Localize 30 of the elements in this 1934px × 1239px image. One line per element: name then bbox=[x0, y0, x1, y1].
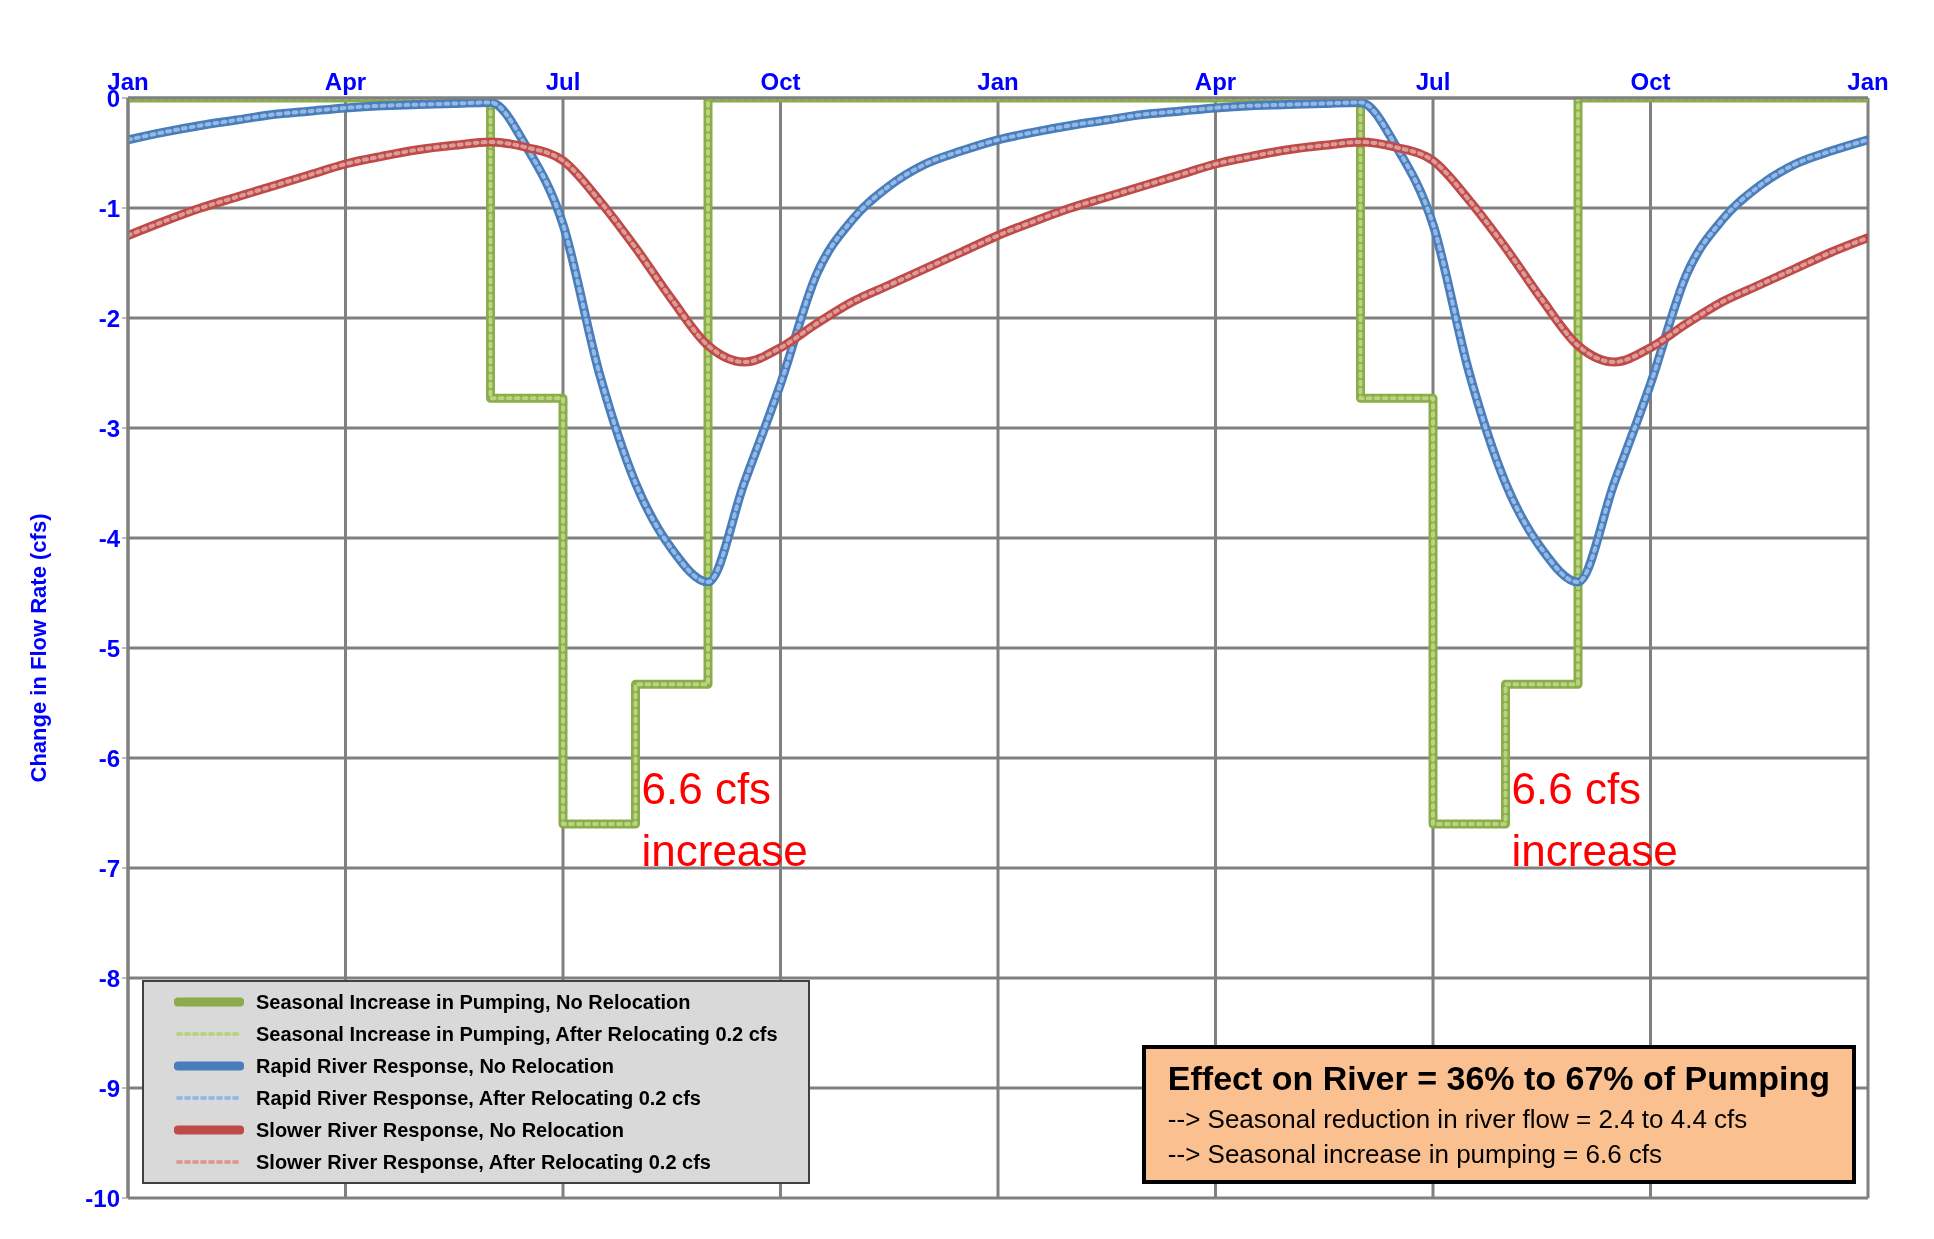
y-tick-label: -10 bbox=[85, 1184, 120, 1212]
x-tick-label: Jan bbox=[1847, 68, 1889, 95]
legend-label: Seasonal Increase in Pumping, No Relocation bbox=[256, 990, 691, 1014]
y-tick-label: -4 bbox=[98, 524, 121, 552]
legend-label: Slower River Response, After Relocating 0.2 cfs bbox=[256, 1150, 711, 1174]
annotation: Effect on River = 36% to 67% of Pumping bbox=[1167, 1059, 1830, 1098]
annotation: 6.6 cfs increase bbox=[641, 764, 808, 875]
y-tick-label: -9 bbox=[98, 1074, 120, 1102]
y-tick-label: -6 bbox=[98, 744, 120, 772]
y-tick-label: -1 bbox=[98, 194, 120, 222]
x-tick-label: Apr bbox=[1194, 68, 1237, 95]
legend-label: Slower River Response, No Relocation bbox=[256, 1118, 624, 1142]
y-axis-title: Change in Flow Rate (cfs) bbox=[25, 513, 51, 783]
y-tick-label: -5 bbox=[98, 634, 120, 662]
legend-label: Rapid River Response, After Relocating 0.2 cfs bbox=[256, 1086, 701, 1110]
x-tick-label: Jan bbox=[977, 68, 1019, 95]
y-tick-label: -3 bbox=[98, 414, 120, 442]
x-tick-label: Jul bbox=[545, 68, 581, 95]
legend-label: Seasonal Increase in Pumping, After Relocating 0.2 cfs bbox=[256, 1022, 778, 1046]
annotation: 6.6 cfs increase bbox=[1511, 764, 1678, 875]
y-tick-label: -8 bbox=[98, 964, 120, 992]
x-tick-label: Oct bbox=[1630, 68, 1671, 95]
y-tick-label: -2 bbox=[98, 304, 120, 332]
x-tick-label: Apr bbox=[324, 68, 367, 95]
annotation: --> Seasonal reduction in river flow = 2.4 to 4.4 cfs bbox=[1167, 1104, 1749, 1135]
x-tick-label: Jul bbox=[1415, 68, 1451, 95]
y-tick-label: -7 bbox=[98, 854, 120, 882]
annotation: --> Seasonal increase in pumping = 6.6 cfs bbox=[1167, 1139, 1664, 1170]
legend-label: Rapid River Response, No Relocation bbox=[256, 1054, 614, 1078]
x-tick-label: Oct bbox=[760, 68, 801, 95]
